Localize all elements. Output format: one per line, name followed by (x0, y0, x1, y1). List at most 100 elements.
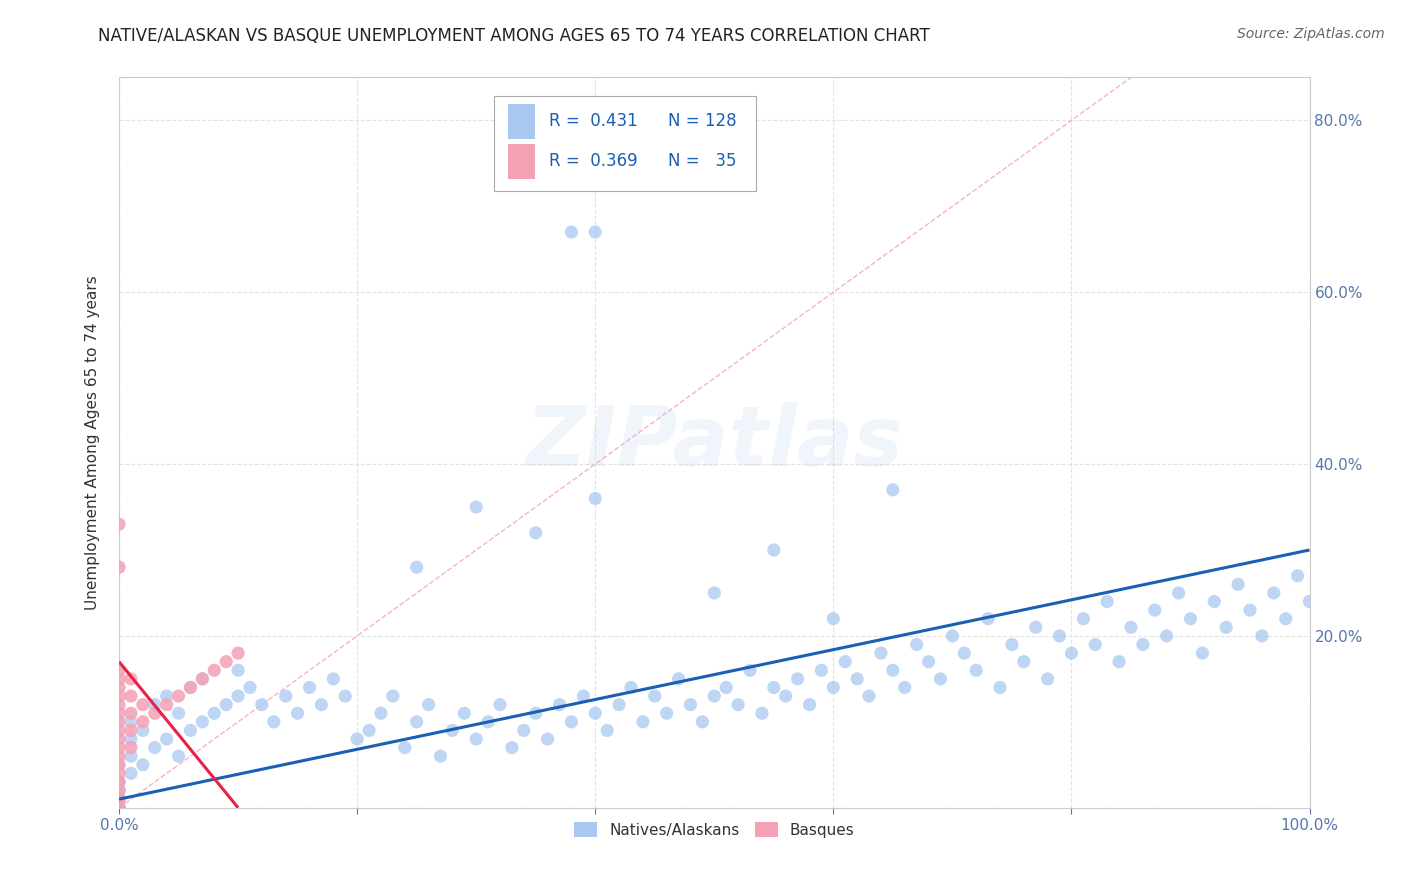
Point (108, 749, 131, 764)
Point (239, 681, 262, 695)
Point (882, 483, 904, 497)
Point (846, 672, 869, 686)
Point (108, 783, 131, 797)
Point (357, 723, 380, 738)
Point (1025, 620, 1047, 634)
Point (274, 689, 297, 703)
Point (1156, 629, 1178, 643)
Point (179, 681, 201, 695)
Point (191, 672, 214, 686)
Point (644, 689, 666, 703)
Point (738, 663, 761, 677)
Point (298, 681, 321, 695)
Point (405, 560, 427, 574)
Point (977, 612, 1000, 626)
Point (692, 714, 714, 729)
Point (536, 731, 558, 746)
Point (1108, 655, 1130, 669)
Point (108, 801, 131, 815)
Point (108, 560, 131, 574)
Point (727, 698, 749, 712)
Point (548, 698, 571, 712)
Point (1012, 655, 1035, 669)
Point (583, 706, 606, 721)
Point (1215, 620, 1237, 634)
Point (311, 698, 333, 712)
Text: R =  0.369: R = 0.369 (548, 153, 637, 170)
Point (905, 638, 928, 652)
Point (762, 543, 785, 558)
Point (465, 500, 488, 514)
Point (346, 731, 368, 746)
Point (108, 731, 131, 746)
Point (524, 706, 547, 721)
Point (191, 672, 214, 686)
Point (108, 792, 131, 806)
Point (465, 731, 488, 746)
Point (132, 714, 155, 729)
Text: R =  0.431: R = 0.431 (548, 112, 637, 130)
Point (501, 740, 523, 755)
Point (858, 689, 880, 703)
Point (965, 663, 987, 677)
Point (202, 663, 225, 677)
Point (179, 723, 201, 738)
Point (1227, 577, 1250, 591)
Point (786, 672, 808, 686)
Point (108, 517, 131, 532)
Point (583, 225, 606, 239)
Point (941, 629, 963, 643)
Point (607, 698, 630, 712)
Point (215, 698, 238, 712)
Point (226, 646, 249, 660)
Point (108, 766, 131, 780)
Point (418, 698, 440, 712)
Point (108, 783, 131, 797)
Point (156, 689, 179, 703)
Point (108, 681, 131, 695)
Point (893, 681, 915, 695)
Point (775, 689, 797, 703)
Point (703, 689, 725, 703)
Point (156, 698, 179, 712)
Point (108, 663, 131, 677)
Text: Source: ZipAtlas.com: Source: ZipAtlas.com (1237, 27, 1385, 41)
Point (655, 706, 678, 721)
Text: NATIVE/ALASKAN VS BASQUE UNEMPLOYMENT AMONG AGES 65 TO 74 YEARS CORRELATION CHAR: NATIVE/ALASKAN VS BASQUE UNEMPLOYMENT AM… (98, 27, 931, 45)
Point (108, 757, 131, 772)
Point (823, 612, 845, 626)
Point (167, 749, 190, 764)
Point (834, 655, 856, 669)
Point (191, 714, 214, 729)
Point (988, 681, 1011, 695)
Point (143, 698, 166, 712)
Legend: Natives/Alaskans, Basques: Natives/Alaskans, Basques (568, 815, 860, 844)
Point (132, 698, 155, 712)
Point (714, 681, 737, 695)
Point (953, 646, 976, 660)
Point (453, 706, 475, 721)
Point (132, 723, 155, 738)
Point (381, 689, 404, 703)
Point (882, 663, 904, 677)
Point (108, 775, 131, 789)
Point (335, 689, 357, 703)
Point (762, 681, 785, 695)
Point (156, 731, 179, 746)
Point (108, 801, 131, 815)
Point (120, 714, 142, 729)
Point (108, 775, 131, 789)
Point (1084, 638, 1107, 652)
Point (108, 801, 131, 815)
Point (1274, 612, 1296, 626)
Point (524, 525, 547, 540)
Point (143, 706, 166, 721)
Point (703, 586, 725, 600)
Point (1204, 594, 1226, 608)
Point (132, 757, 155, 772)
Point (489, 698, 512, 712)
Point (202, 706, 225, 721)
Point (108, 801, 131, 815)
Point (108, 689, 131, 703)
Point (215, 655, 238, 669)
